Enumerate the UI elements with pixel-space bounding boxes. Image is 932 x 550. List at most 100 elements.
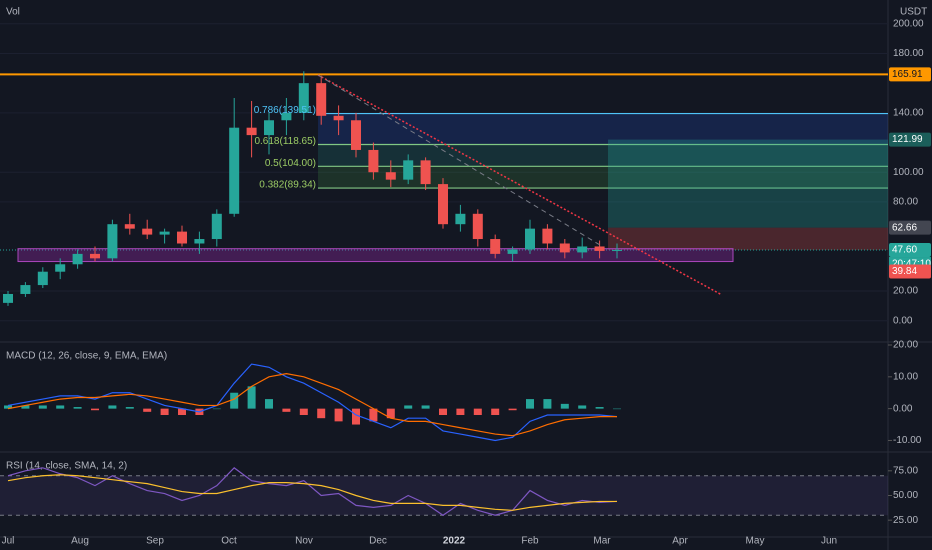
y-tick-label: 20.00 xyxy=(893,286,918,297)
macd-histogram xyxy=(404,405,413,409)
x-tick-label: Feb xyxy=(521,536,539,547)
macd-histogram xyxy=(369,408,378,422)
candle-body xyxy=(542,228,553,244)
x-tick-label: Oct xyxy=(221,536,237,547)
candle-body xyxy=(55,264,66,272)
macd-histogram xyxy=(386,408,395,419)
macd-histogram xyxy=(508,408,517,411)
x-tick-label: 2022 xyxy=(443,536,466,547)
y-tick-label: 80.00 xyxy=(893,197,918,208)
candle-body xyxy=(3,293,13,303)
candle-body xyxy=(420,160,431,185)
y-tick-label: 200.00 xyxy=(893,18,924,29)
candles xyxy=(3,71,622,306)
x-tick-label: Aug xyxy=(71,536,89,547)
candle-body xyxy=(159,231,170,235)
target-zone xyxy=(608,139,888,228)
currency: USDT xyxy=(900,7,927,18)
macd-histogram xyxy=(613,408,621,410)
candle-body xyxy=(403,160,414,180)
candle-body xyxy=(525,228,535,250)
macd-histogram xyxy=(73,407,82,409)
price-tag-label: 39.84 xyxy=(892,266,917,277)
macd-histogram xyxy=(230,392,239,409)
macd-histogram xyxy=(125,407,134,409)
price-tag xyxy=(889,67,931,82)
rsi-title: RSI (14, close, SMA, 14, 2) xyxy=(6,461,127,472)
candle-body xyxy=(211,213,222,240)
fib-label: 0.618(118.65) xyxy=(254,136,316,147)
macd-histogram xyxy=(439,408,447,415)
candle-body xyxy=(438,184,448,225)
candle-body xyxy=(246,127,257,136)
price-tag xyxy=(889,264,931,279)
y-tick-label: 10.00 xyxy=(893,371,918,382)
price-tag xyxy=(889,132,931,147)
macd-histogram xyxy=(282,408,291,412)
macd-histogram xyxy=(543,399,552,409)
macd-histogram xyxy=(560,403,569,409)
candle-body xyxy=(490,239,501,254)
macd-histogram xyxy=(473,408,482,415)
macd-histogram xyxy=(178,408,186,415)
y-tick-label: 180.00 xyxy=(893,48,924,59)
price-tag-label: 62.66 xyxy=(892,222,917,233)
line-rsi-sma xyxy=(7,474,617,511)
candle-body xyxy=(177,231,187,244)
rsi-band xyxy=(0,475,888,516)
candle-body xyxy=(20,285,31,294)
vol-label: Vol xyxy=(6,7,20,18)
x-tick-label: Jul xyxy=(2,536,15,547)
overlay: Vol USDT MACD (12, 26, close, 9, EMA, EM… xyxy=(2,7,932,547)
candle-body xyxy=(90,253,100,259)
macd-histogram xyxy=(160,408,169,415)
price-tag-label: 165.91 xyxy=(892,69,923,80)
candle-body xyxy=(351,120,361,150)
y-tick-label: 140.00 xyxy=(893,107,924,118)
candle-body xyxy=(281,112,292,121)
macd-histogram xyxy=(299,408,308,415)
candle-body xyxy=(37,271,48,286)
macd-histogram xyxy=(143,408,152,412)
macd-title: MACD (12, 26, close, 9, EMA, EMA) xyxy=(6,351,167,362)
fib-label: 0.5(104.00) xyxy=(265,158,316,169)
y-tick-label: 25.00 xyxy=(893,515,918,526)
macd-histogram xyxy=(595,407,604,409)
x-tick-label: Mar xyxy=(593,536,611,547)
candle-body xyxy=(194,239,205,244)
line-macd xyxy=(7,363,618,442)
candle-body xyxy=(107,224,118,259)
y-tick-label: 50.00 xyxy=(893,490,918,501)
line-signal xyxy=(7,373,617,437)
y-tick-label: 75.00 xyxy=(893,465,918,476)
candle-body xyxy=(385,172,396,180)
fib-fill xyxy=(318,166,888,189)
x-tick-label: May xyxy=(746,536,765,547)
candle-body xyxy=(455,213,466,225)
candle-body xyxy=(333,115,344,121)
y-tick-label: 20.00 xyxy=(893,340,918,351)
fib-label: 0.786(139.51) xyxy=(254,105,316,116)
trendline xyxy=(317,74,601,246)
macd-histogram xyxy=(38,405,47,409)
fib-label: 0.382(89.34) xyxy=(259,180,316,191)
trendline xyxy=(317,74,723,296)
x-tick-label: Sep xyxy=(146,536,164,547)
macd-histogram xyxy=(334,408,343,422)
candle-body xyxy=(298,83,309,113)
support-zone xyxy=(17,248,734,263)
price-tag-label: 47.60 xyxy=(892,245,917,256)
macd-histogram xyxy=(56,405,65,409)
y-tick-label: 100.00 xyxy=(893,167,924,178)
macd-histogram xyxy=(421,405,430,409)
candle-body xyxy=(594,246,605,251)
candle-body xyxy=(72,253,83,265)
x-tick-label: Jun xyxy=(821,536,837,547)
candle-body xyxy=(229,127,240,214)
candle-body xyxy=(612,250,622,252)
macd-histogram xyxy=(317,408,326,419)
macd-histogram xyxy=(247,386,256,409)
macd-histogram xyxy=(526,399,534,409)
